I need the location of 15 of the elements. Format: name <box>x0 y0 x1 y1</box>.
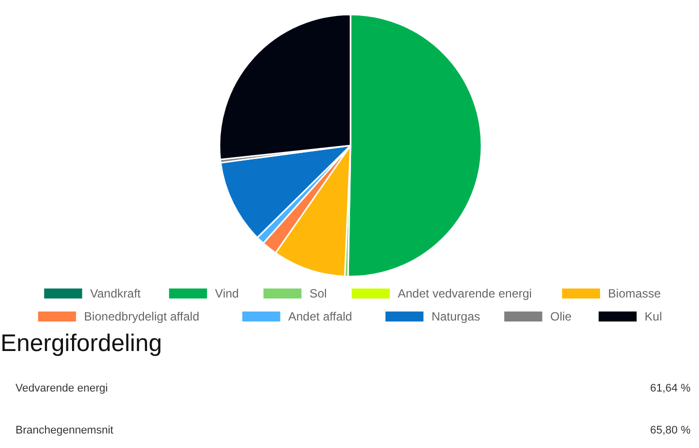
legend-label: Vandkraft <box>90 286 142 300</box>
legend-label: Kul <box>644 310 662 324</box>
text: 61,64 % <box>650 382 691 394</box>
legend-label: Naturgas <box>431 310 480 324</box>
text: Branchegennemsnit <box>16 424 114 436</box>
legend-label: Biomasse <box>608 286 662 300</box>
text: Vedvarende energi <box>16 382 108 394</box>
legend-label: Vind <box>215 286 239 300</box>
legend-label: Andet affald <box>288 310 352 324</box>
legend-label: Bionedbrydeligt affald <box>84 310 200 324</box>
text: 65,80 % <box>650 424 691 436</box>
legend-label: Olie <box>550 310 572 324</box>
legend-label: Sol <box>309 286 327 300</box>
text: Energifordeling <box>0 330 162 357</box>
legend-label: Andet vedvarende energi <box>398 286 532 300</box>
